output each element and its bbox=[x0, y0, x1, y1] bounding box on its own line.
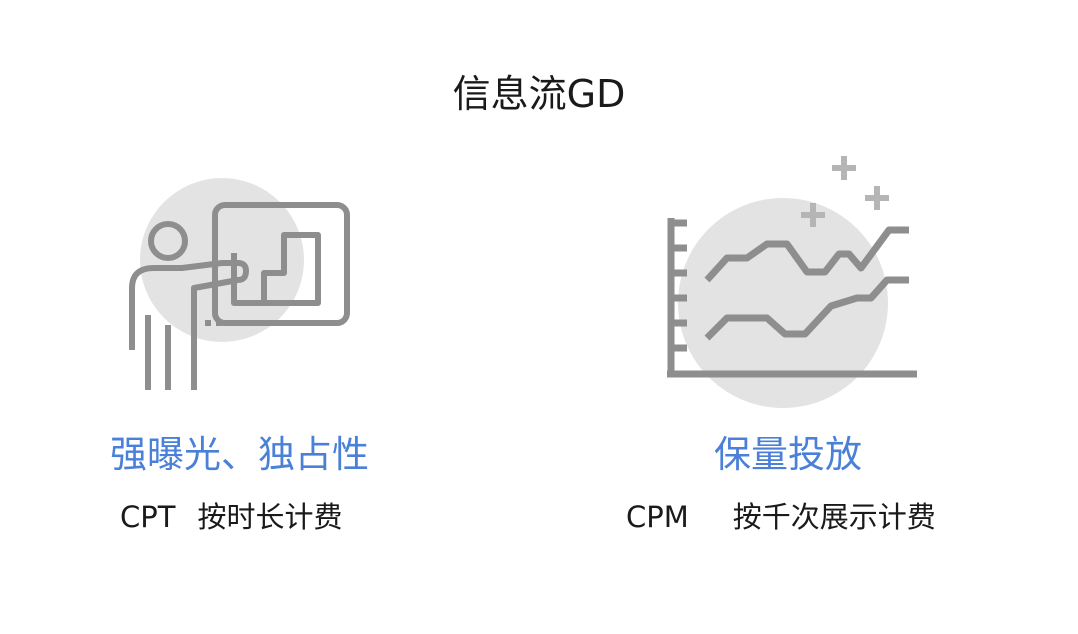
trend-lines bbox=[704, 226, 909, 341]
right-headline: 保量投放 bbox=[714, 433, 862, 476]
right-pricing: CPM 按千次展示计费 bbox=[626, 497, 936, 537]
sparkle-icons bbox=[801, 156, 889, 227]
line-chart-axes bbox=[667, 218, 917, 378]
left-headline: 强曝光、独占性 bbox=[110, 433, 369, 476]
left-pricing: CPT 按时长计费 bbox=[120, 497, 342, 537]
pricing-code: CPT bbox=[120, 500, 176, 534]
pricing-code: CPM bbox=[626, 500, 689, 534]
presenter-figure bbox=[129, 202, 350, 390]
growth-line-chart-icon bbox=[667, 156, 917, 408]
presenter-chart-icon bbox=[129, 178, 350, 390]
pricing-description: 按千次展示计费 bbox=[732, 500, 936, 534]
pricing-description: 按时长计费 bbox=[197, 500, 343, 534]
background-circle bbox=[678, 198, 888, 408]
page-title: 信息流GD bbox=[452, 72, 626, 116]
